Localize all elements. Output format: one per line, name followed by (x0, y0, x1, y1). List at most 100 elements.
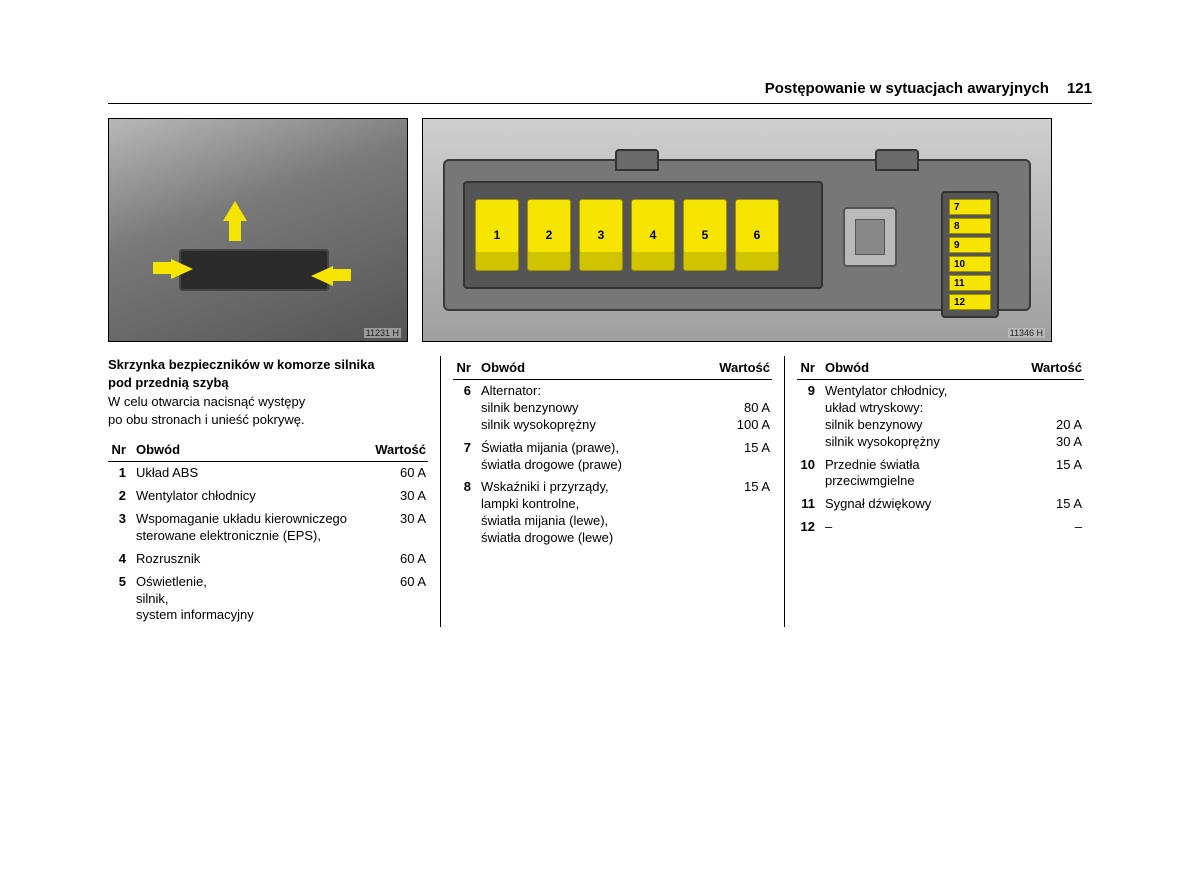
cell-obwod: Przednie światła przeciwmgielne (823, 454, 1022, 494)
column-3: Nr Obwód Wartość 9Wentylator chłodnicy, … (784, 356, 1084, 627)
figure-engine-bay: 11231 H (108, 118, 408, 342)
cell-nr: 1 (108, 462, 134, 485)
figure-caption-right: 11346 H (1008, 328, 1045, 338)
mini-fuse-9: 9 (949, 237, 991, 253)
cell-nr: 6 (453, 380, 479, 437)
text-line2: po obu stronach i unieść pokrywę. (108, 412, 305, 427)
page: Postępowanie w sytuacjach awaryjnych 121… (108, 80, 1092, 627)
arrow-right-head (311, 266, 333, 286)
cell-obwod: Światła mijania (prawe), światła drogowe… (479, 437, 710, 477)
fuse-table-1: Nr Obwód Wartość 1Układ ABS60 A2Wentylat… (108, 438, 428, 627)
cell-wartosc: 60 A (366, 462, 428, 485)
mini-fuse-stack: 7 8 9 10 11 12 (941, 191, 999, 318)
th-nr: Nr (797, 356, 823, 380)
cell-wartosc: – (1022, 516, 1084, 539)
cell-wartosc: 15 A (1022, 493, 1084, 516)
th-nr: Nr (453, 356, 479, 380)
cell-obwod: Wspomaganie układu kierowniczego sterowa… (134, 508, 366, 548)
section-title: Skrzynka bezpieczników w komorze silnika… (108, 356, 428, 391)
cell-nr: 3 (108, 508, 134, 548)
fuse-2: 2 (527, 199, 571, 271)
th-obwod: Obwód (479, 356, 710, 380)
table-row: 6Alternator: silnik benzynowy silnik wys… (453, 380, 772, 437)
cell-wartosc: 20 A 30 A (1022, 380, 1084, 454)
fuse-table-3: Nr Obwód Wartość 9Wentylator chłodnicy, … (797, 356, 1084, 539)
th-wartosc: Wartość (1022, 356, 1084, 380)
cell-wartosc: 15 A (710, 476, 772, 550)
cell-obwod: Wentylator chłodnicy (134, 485, 366, 508)
fuse-5: 5 (683, 199, 727, 271)
cell-wartosc: 30 A (366, 508, 428, 548)
cell-nr: 7 (453, 437, 479, 477)
cell-obwod: Sygnał dźwiękowy (823, 493, 1022, 516)
th-wartosc: Wartość (366, 438, 428, 462)
cell-obwod: Wentylator chłodnicy, układ wtryskowy: s… (823, 380, 1022, 454)
arrow-up-head (223, 201, 247, 221)
cell-nr: 12 (797, 516, 823, 539)
cell-obwod: Alternator: silnik benzynowy silnik wyso… (479, 380, 710, 437)
table-row: 8Wskaźniki i przyrządy, lampki kontrolne… (453, 476, 772, 550)
cell-wartosc: 15 A (710, 437, 772, 477)
table-row: 5Oświetlenie, silnik, system informacyjn… (108, 571, 428, 628)
cell-nr: 10 (797, 454, 823, 494)
cell-wartosc: 60 A (366, 571, 428, 628)
cell-wartosc: 60 A (366, 548, 428, 571)
table-row: 11Sygnał dźwiękowy15 A (797, 493, 1084, 516)
clip-left (615, 149, 659, 171)
fuse-3: 3 (579, 199, 623, 271)
cell-nr: 11 (797, 493, 823, 516)
arrow-up-body (229, 219, 241, 241)
th-nr: Nr (108, 438, 134, 462)
arrow-left-head (171, 259, 193, 279)
th-obwod: Obwód (823, 356, 1022, 380)
relay-slot (843, 207, 897, 267)
table-row: 7Światła mijania (prawe), światła drogow… (453, 437, 772, 477)
cell-nr: 8 (453, 476, 479, 550)
cell-wartosc: 80 A 100 A (710, 380, 772, 437)
text-line1: W celu otwarcia nacisnąć występy (108, 394, 305, 409)
arrow-left-body (153, 262, 173, 274)
cell-nr: 2 (108, 485, 134, 508)
tbody-2: 6Alternator: silnik benzynowy silnik wys… (453, 380, 772, 551)
title-line2: pod przednią szybą (108, 375, 229, 390)
figure-fusebox-diagram: 1 2 3 4 5 6 7 8 9 10 11 12 11346 H (422, 118, 1052, 342)
th-wartosc: Wartość (710, 356, 772, 380)
tbody-3: 9Wentylator chłodnicy, układ wtryskowy: … (797, 380, 1084, 540)
page-number: 121 (1067, 80, 1092, 97)
table-row: 1Układ ABS60 A (108, 462, 428, 485)
table-row: 10Przednie światła przeciwmgielne15 A (797, 454, 1084, 494)
mini-fuse-10: 10 (949, 256, 991, 272)
cell-wartosc: 15 A (1022, 454, 1084, 494)
cell-obwod: Oświetlenie, silnik, system informacyjny (134, 571, 366, 628)
figures-row: 11231 H 1 2 3 4 5 6 7 8 9 (108, 118, 1092, 356)
table-row: 4Rozrusznik60 A (108, 548, 428, 571)
cell-obwod: Wskaźniki i przyrządy, lampki kontrolne,… (479, 476, 710, 550)
table-row: 12–– (797, 516, 1084, 539)
column-2: Nr Obwód Wartość 6Alternator: silnik ben… (440, 356, 772, 627)
cell-nr: 5 (108, 571, 134, 628)
cell-obwod: Rozrusznik (134, 548, 366, 571)
mini-fuse-11: 11 (949, 275, 991, 291)
text-columns: Skrzynka bezpieczników w komorze silnika… (108, 356, 1092, 627)
fuse-6: 6 (735, 199, 779, 271)
cell-obwod: Układ ABS (134, 462, 366, 485)
cell-nr: 4 (108, 548, 134, 571)
arrow-right-body (331, 269, 351, 281)
fusebox-cover (179, 249, 329, 291)
mini-fuse-7: 7 (949, 199, 991, 215)
page-header: Postępowanie w sytuacjach awaryjnych 121 (108, 80, 1092, 104)
engine-bg (109, 119, 407, 341)
table-row: 3Wspomaganie układu kierowniczego sterow… (108, 508, 428, 548)
figure-caption-left: 11231 H (364, 328, 401, 338)
fuse-1: 1 (475, 199, 519, 271)
cell-obwod: – (823, 516, 1022, 539)
section-text: W celu otwarcia nacisnąć występy po obu … (108, 393, 428, 428)
table-row: 9Wentylator chłodnicy, układ wtryskowy: … (797, 380, 1084, 454)
cell-nr: 9 (797, 380, 823, 454)
tbody-1: 1Układ ABS60 A2Wentylator chłodnicy30 A3… (108, 462, 428, 628)
title-line1: Skrzynka bezpieczników w komorze silnika (108, 357, 375, 372)
fuse-table-2: Nr Obwód Wartość 6Alternator: silnik ben… (453, 356, 772, 550)
cell-wartosc: 30 A (366, 485, 428, 508)
table-row: 2Wentylator chłodnicy30 A (108, 485, 428, 508)
header-title: Postępowanie w sytuacjach awaryjnych (765, 80, 1049, 97)
